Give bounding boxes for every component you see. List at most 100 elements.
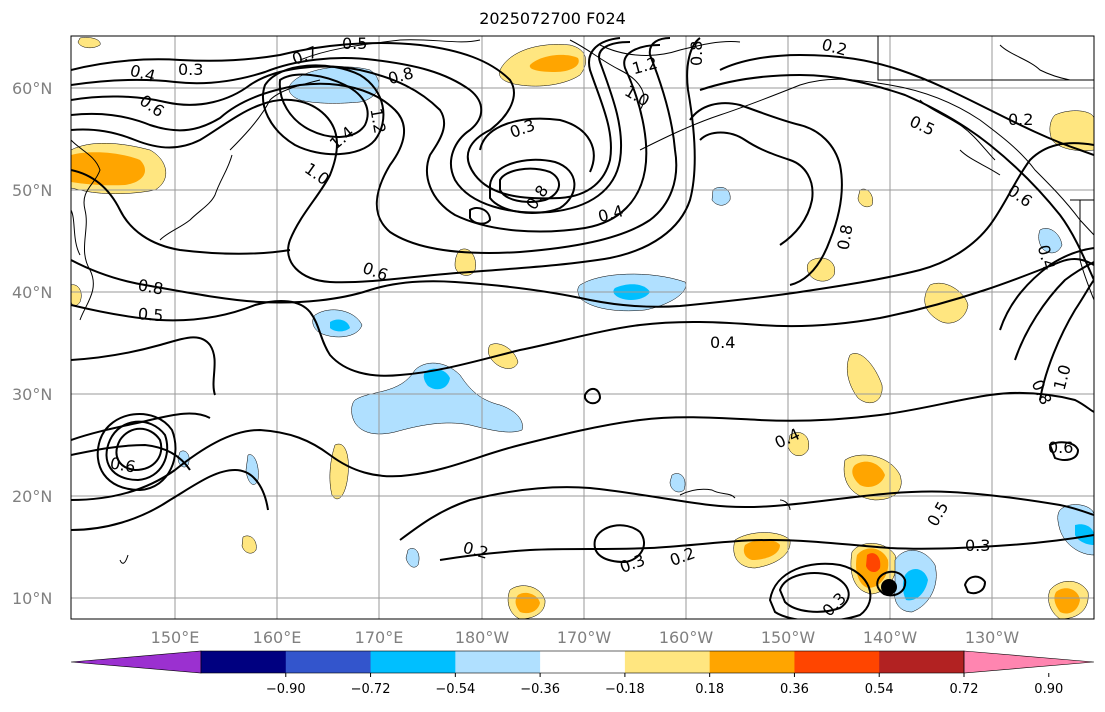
colorbar-segment [879, 651, 965, 673]
contour-line [593, 524, 645, 564]
fill-pos-mid [529, 54, 579, 72]
lon-label: 150°E [151, 628, 200, 647]
contour-line [71, 468, 269, 531]
lon-label: 150°W [761, 628, 816, 647]
contour-line [768, 562, 872, 619]
lon-label: 170°W [557, 628, 612, 647]
fill-neg-mid [902, 568, 928, 601]
lon-label: 140°W [863, 628, 918, 647]
lon-label: 170°E [355, 628, 404, 647]
lon-label: 130°W [965, 628, 1020, 647]
lon-label: 160°W [659, 628, 714, 647]
coastlines [71, 36, 1094, 564]
contour-line [699, 73, 1094, 281]
contour-label: 0.8 [687, 41, 706, 66]
contour-label: 0.5 [342, 34, 367, 53]
fill-pos-light [806, 257, 835, 282]
colorbar-tick-label: 0.36 [780, 682, 809, 697]
fill-pos-light [71, 284, 82, 306]
fill-pos-light [77, 37, 101, 49]
fill-pos-light [847, 353, 883, 404]
contour-line [499, 167, 560, 203]
contour-line [71, 44, 661, 233]
contour-line [1014, 261, 1094, 361]
contour-label: 0.3 [965, 536, 990, 555]
fill-pos-light [924, 283, 969, 324]
fill-pos-mid [1054, 588, 1080, 614]
contour-line [584, 387, 602, 405]
lon-label: 160°E [253, 628, 302, 647]
contour-label: 1.2 [366, 107, 389, 135]
colorbar-segment [624, 651, 711, 673]
contour-line [71, 37, 678, 254]
colorbar-tick-label: −0.90 [266, 682, 306, 697]
contour-line [71, 41, 631, 214]
fill-pos-mid [852, 461, 885, 487]
fill-neg-light [177, 450, 190, 468]
contour-line [963, 575, 987, 595]
contour-label: 0.6 [1048, 438, 1073, 457]
lat-label: 50°N [12, 181, 52, 200]
colorbar-tick-label: −0.18 [605, 682, 645, 697]
colorbar-segment [794, 651, 880, 673]
contour-line [699, 131, 814, 246]
contour-line [399, 486, 1094, 541]
map-background [71, 36, 1094, 619]
colorbar-tick-label: −0.36 [520, 682, 560, 697]
location-marker [881, 579, 897, 595]
fill-pos-light [241, 535, 257, 554]
anomaly-fills [71, 37, 1094, 619]
contour-line [278, 73, 369, 138]
colorbar-tick-label: −0.54 [435, 682, 475, 697]
lat-label: 30°N [12, 385, 52, 404]
contour-line [999, 247, 1094, 331]
colorbar-segment [540, 651, 626, 673]
fill-neg-light [351, 362, 523, 435]
contour-line [489, 158, 576, 214]
fill-pos-light [787, 432, 810, 457]
fill-neg-mid [330, 319, 350, 332]
contour-line [71, 412, 211, 441]
contour-line [439, 534, 1094, 561]
map-frame [70, 35, 1095, 620]
graticule [71, 36, 1094, 619]
contour-line [71, 257, 1094, 377]
colorbar-outline [200, 650, 965, 674]
fill-neg-mid [1075, 524, 1094, 545]
fill-pos-strong [866, 553, 881, 573]
contour-line [71, 37, 701, 284]
contour-line [262, 64, 385, 156]
lat-label: 60°N [12, 79, 52, 98]
lat-label: 20°N [12, 487, 52, 506]
fill-neg-light [1038, 228, 1063, 254]
contour-line [876, 570, 907, 597]
lat-label: 40°N [12, 283, 52, 302]
contour-line [71, 391, 1094, 501]
contour-line [479, 117, 595, 173]
latitude-labels: 10°N 20°N 30°N 40°N 50°N 60°N [12, 79, 52, 608]
colorbar-extend-low [70, 650, 202, 674]
contour-label: 0.8 [136, 275, 164, 298]
longitude-labels: 150°E 160°E 170°E 180°W 170°W 160°W 150°… [151, 628, 1020, 647]
colorbar: −0.90 −0.72 −0.54 −0.36 −0.18 0.18 0.36 0.54 0.7… [70, 650, 1095, 697]
contour-label: 0.4 [710, 333, 735, 352]
contour-line [96, 413, 177, 492]
contour-line [71, 443, 191, 471]
contour-line [1039, 279, 1094, 401]
contour-lines [71, 37, 1094, 619]
colorbar-tick-label: 0.54 [865, 682, 894, 697]
fill-neg-light [711, 187, 731, 206]
contour-line [105, 420, 169, 482]
colorbar-tick-label: 0.72 [950, 682, 979, 697]
contour-line [469, 207, 492, 225]
contour-line [115, 427, 163, 472]
contour-line [778, 572, 850, 613]
fill-pos-light [1049, 110, 1094, 151]
contour-label: 0.8 [833, 223, 856, 251]
fill-neg-light [405, 548, 420, 568]
colorbar-tick-label: 0.18 [695, 682, 724, 697]
colorbar-tick-label: 0.90 [1034, 682, 1063, 697]
contour-label: 0.6 [109, 453, 137, 476]
colorbar-segment [455, 651, 541, 673]
colorbar-segment [370, 651, 456, 673]
